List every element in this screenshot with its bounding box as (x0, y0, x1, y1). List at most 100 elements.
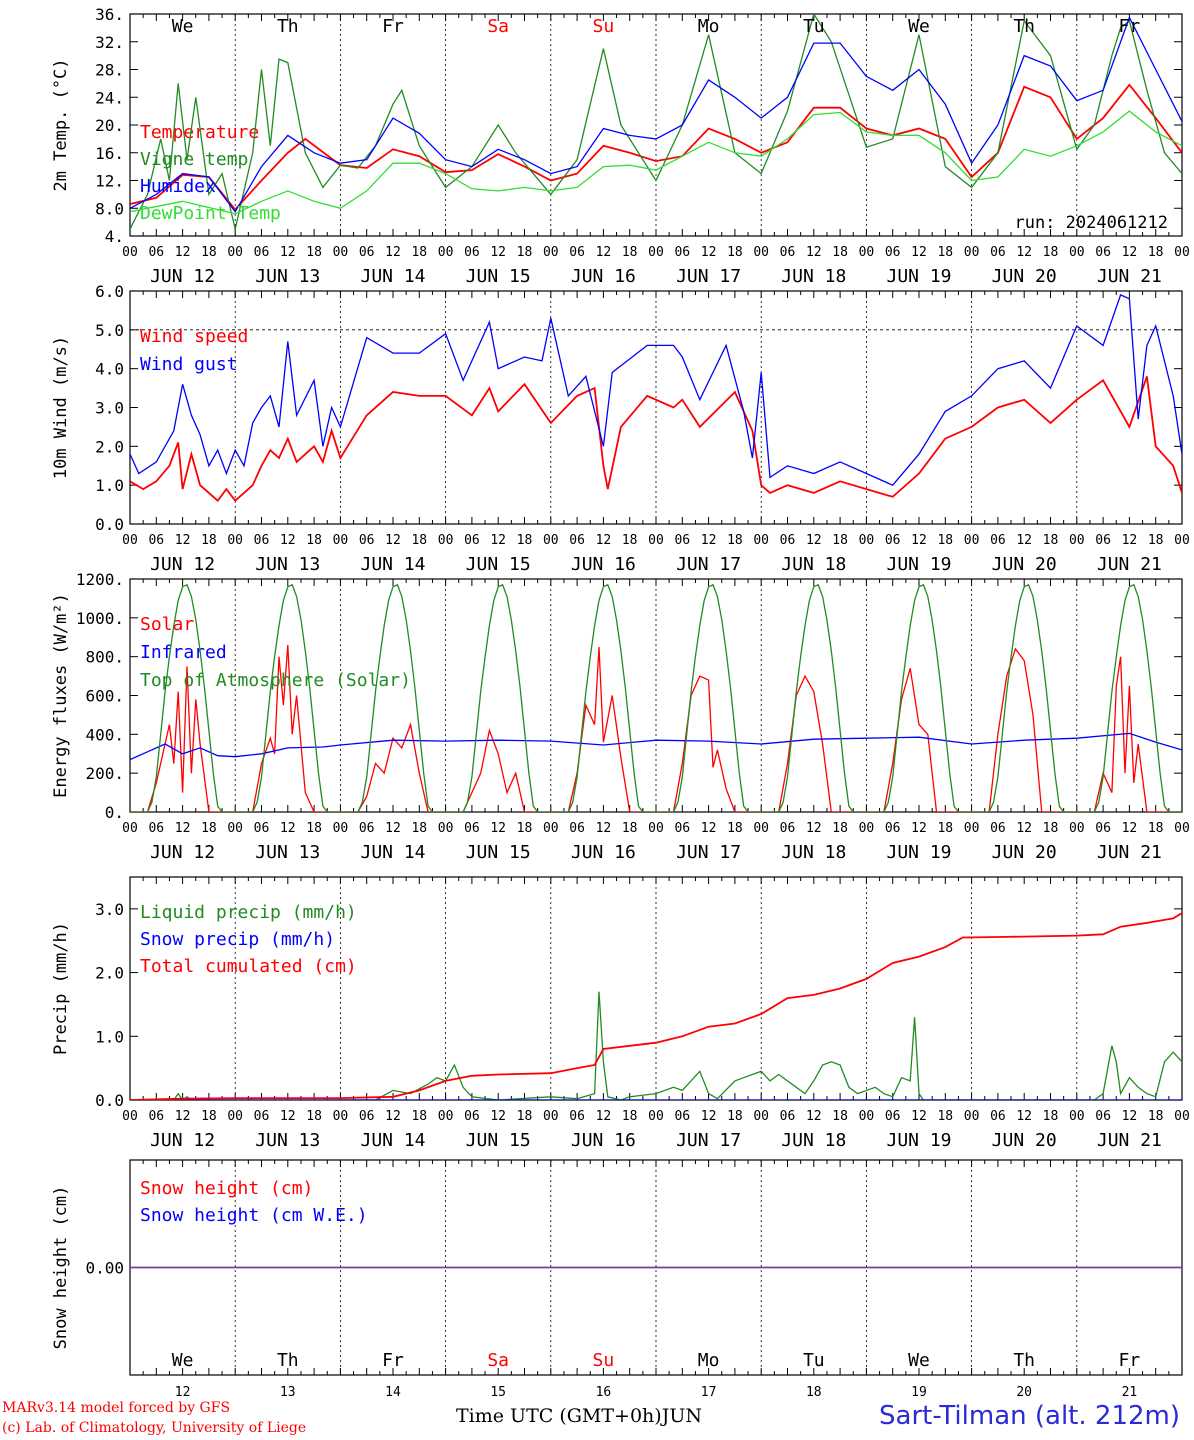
day-number: 16 (596, 1385, 612, 1400)
hour-label: 00 (543, 533, 559, 548)
hour-label: 12 (280, 821, 296, 836)
hour-label: 06 (990, 245, 1006, 260)
hour-label: 18 (306, 821, 322, 836)
hour-label: 00 (1174, 245, 1190, 260)
hour-label: 00 (1174, 821, 1190, 836)
day-number: 18 (806, 1385, 822, 1400)
hour-label: 00 (438, 821, 454, 836)
hour-label: 12 (701, 1109, 717, 1124)
day-label: JUN 21 (1097, 554, 1162, 575)
hour-label: 18 (622, 245, 638, 260)
hour-label: 12 (911, 821, 927, 836)
hour-label: 12 (175, 1109, 191, 1124)
series-line-1 (130, 732, 1182, 761)
hour-label: 00 (1069, 245, 1085, 260)
day-label: JUN 14 (360, 554, 425, 575)
y-tick-label: 36. (95, 5, 124, 24)
day-label: JUN 15 (466, 842, 531, 863)
hour-label: 06 (674, 245, 690, 260)
day-label: JUN 16 (571, 1130, 636, 1151)
y-tick-label: 3.0 (95, 399, 124, 418)
hour-label: 12 (490, 821, 506, 836)
legend-entry: Wind gust (140, 354, 238, 375)
legend-entry: Snow precip (mm/h) (140, 929, 335, 950)
hour-label: 12 (1016, 245, 1032, 260)
day-label: JUN 12 (150, 1130, 215, 1151)
day-label: JUN 21 (1097, 1130, 1162, 1151)
hour-label: 00 (859, 533, 875, 548)
hour-label: 00 (543, 245, 559, 260)
hour-label: 06 (254, 533, 270, 548)
hour-label: 12 (1122, 533, 1138, 548)
weekday-label: Tu (803, 16, 825, 37)
day-number: 21 (1122, 1385, 1138, 1400)
legend-entry: Temperature (140, 122, 259, 143)
hour-label: 00 (648, 821, 664, 836)
y-tick-label: 2.0 (95, 437, 124, 456)
day-label: JUN 15 (466, 1130, 531, 1151)
panel-5: 0.00 Snow height (cm) Snow height (cm) Snow… (51, 1159, 1183, 1400)
y-tick-label: 1.0 (95, 1027, 124, 1046)
legend-entry: Liquid precip (mm/h) (140, 902, 357, 923)
panel-3: 0. 200. 400. 600. 800. 1000. 1200. Energy fluxe… (51, 570, 1190, 863)
hour-label: 06 (885, 821, 901, 836)
panel-2: 0.0 1.0 2.0 3.0 4.0 5.0 6.0 10m Wind (m/s) Wind … (51, 282, 1190, 575)
hour-label: 06 (674, 821, 690, 836)
day-number: 13 (280, 1385, 296, 1400)
hour-label: 18 (201, 533, 217, 548)
x-axis-title-month: JUN (661, 1405, 702, 1427)
weekday-label: Tu (803, 1350, 825, 1371)
hour-label: 00 (753, 1109, 769, 1124)
day-label: JUN 19 (886, 842, 951, 863)
hour-label: 06 (990, 533, 1006, 548)
day-number: 20 (1016, 1385, 1032, 1400)
day-label: JUN 17 (676, 554, 741, 575)
panel-1: 4. 8.0 12. 16. 20. 24. 28. 32. 36. 2m Temp. (°C) T… (51, 5, 1190, 287)
y-tick-label: 32. (95, 33, 124, 52)
hour-label: 18 (201, 821, 217, 836)
hour-label: 12 (806, 533, 822, 548)
hour-label: 06 (990, 821, 1006, 836)
y-tick-label: 400. (85, 725, 124, 744)
day-label: JUN 18 (781, 1130, 846, 1151)
hour-label: 12 (280, 533, 296, 548)
hour-label: 00 (859, 1109, 875, 1124)
hour-label: 18 (937, 245, 953, 260)
y-tick-label: 0.00 (85, 1259, 124, 1278)
day-label: JUN 21 (1097, 842, 1162, 863)
hour-label: 06 (780, 1109, 796, 1124)
hour-label: 12 (385, 821, 401, 836)
hour-label: 18 (517, 1109, 533, 1124)
hour-label: 00 (753, 821, 769, 836)
legend-entry: Wind speed (140, 326, 248, 347)
weekday-label: Fr (1119, 16, 1141, 37)
hour-label: 06 (780, 533, 796, 548)
hour-label: 06 (148, 245, 164, 260)
series-line-1 (130, 294, 1182, 486)
legend-entry: Infrared (140, 642, 227, 663)
y-tick-label: 0.0 (95, 1091, 124, 1110)
hour-label: 12 (701, 821, 717, 836)
hour-label: 00 (753, 245, 769, 260)
weekday-label: We (908, 16, 930, 37)
hour-label: 00 (1174, 533, 1190, 548)
day-label: JUN 14 (360, 1130, 425, 1151)
day-label: JUN 19 (886, 554, 951, 575)
legend-entry: Top of Atmosphere (Solar) (140, 670, 411, 691)
hour-label: 00 (227, 533, 243, 548)
hour-label: 00 (333, 533, 349, 548)
hour-label: 12 (596, 533, 612, 548)
hour-label: 06 (464, 1109, 480, 1124)
hour-label: 00 (1069, 821, 1085, 836)
day-label: JUN 20 (992, 554, 1057, 575)
x-axis-title: Time UTC (GMT+0h)JUN (456, 1405, 702, 1427)
weekday-label: Th (1013, 1350, 1035, 1371)
hour-label: 06 (885, 533, 901, 548)
hour-label: 12 (911, 1109, 927, 1124)
hour-label: 12 (911, 245, 927, 260)
day-label: JUN 18 (781, 554, 846, 575)
lab-credit: (c) Lab. of Climatology, University of L… (2, 1420, 307, 1436)
series-line-2 (130, 912, 1182, 1100)
hour-label: 00 (964, 1109, 980, 1124)
hour-label: 06 (148, 533, 164, 548)
